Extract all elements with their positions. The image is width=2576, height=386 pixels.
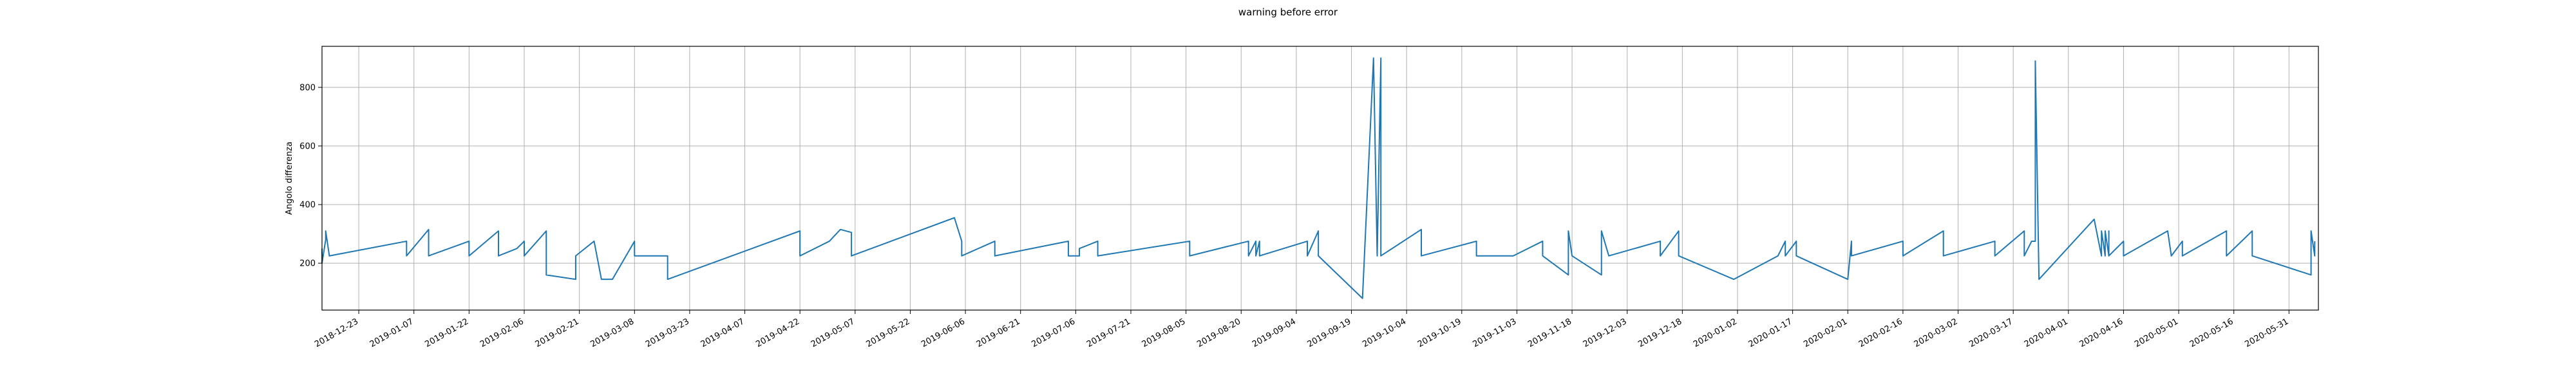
x-tick-label: 2020-01-17 (1747, 317, 1794, 349)
x-tick-label: 2019-10-04 (1361, 317, 1408, 349)
x-tick-label: 2019-06-21 (975, 317, 1022, 349)
x-tick-label: 2020-05-31 (2243, 317, 2290, 349)
x-tick-label: 2020-04-16 (2078, 317, 2125, 349)
x-tick-label: 2019-02-06 (478, 317, 526, 349)
x-tick-label: 2019-08-05 (1141, 317, 1188, 349)
x-tick-label: 2019-10-19 (1416, 317, 1463, 349)
x-tick-label: 2019-03-23 (644, 317, 691, 349)
x-tick-label: 2019-07-21 (1085, 317, 1132, 349)
y-tick-label: 600 (299, 142, 316, 151)
x-tick-label: 2020-05-01 (2133, 317, 2180, 349)
y-tick-label: 800 (299, 83, 316, 93)
x-tick-label: 2019-09-19 (1306, 317, 1353, 349)
x-tick-label: 2018-12-23 (313, 317, 360, 349)
x-tick-label: 2019-01-07 (368, 317, 415, 349)
x-tick-label: 2019-12-18 (1636, 317, 1683, 349)
series-line-0 (321, 57, 2316, 299)
x-tick-label: 2019-11-18 (1526, 317, 1573, 349)
x-tick-label: 2019-06-06 (920, 317, 967, 349)
x-tick-label: 2019-01-22 (423, 317, 470, 349)
plot-frame (321, 46, 2319, 311)
x-tick-label: 2019-09-04 (1251, 317, 1298, 349)
x-tick-label: 2019-02-21 (534, 317, 581, 349)
x-axis-ticks: 2018-12-23 2019-01-07 2019-01-22 2019-02-06… (313, 310, 2290, 349)
x-tick-label: 2020-03-02 (1913, 317, 1960, 349)
x-tick-label: 2020-02-01 (1802, 317, 1849, 349)
x-tick-label: 2020-05-16 (2188, 317, 2235, 349)
x-tick-label: 2020-01-02 (1692, 317, 1739, 349)
series-layer (321, 57, 2316, 299)
x-tick-label: 2020-03-17 (1967, 317, 2014, 349)
x-tick-label: 2019-05-07 (810, 317, 857, 349)
y-axis-ticks: 200 400 600 800 (299, 83, 322, 269)
x-tick-label: 2019-04-22 (754, 317, 801, 349)
x-tick-label: 2019-04-07 (699, 317, 746, 349)
x-tick-label: 2019-12-03 (1582, 317, 1629, 349)
y-tick-label: 200 (299, 259, 316, 269)
x-tick-label: 2019-05-22 (865, 317, 912, 349)
x-tick-label: 2019-08-20 (1195, 317, 1242, 349)
x-tick-label: 2020-02-16 (1857, 317, 1904, 349)
x-tick-label: 2019-07-06 (1030, 317, 1077, 349)
x-tick-label: 2019-03-08 (589, 317, 636, 349)
x-tick-label: 2019-11-03 (1471, 317, 1518, 349)
chart-title: warning before error (1238, 6, 1338, 18)
grid-lines (322, 46, 2318, 310)
y-axis-label: Angolo differenza (285, 142, 294, 215)
y-tick-label: 400 (299, 201, 316, 210)
x-tick-label: 2020-04-01 (2023, 317, 2070, 349)
